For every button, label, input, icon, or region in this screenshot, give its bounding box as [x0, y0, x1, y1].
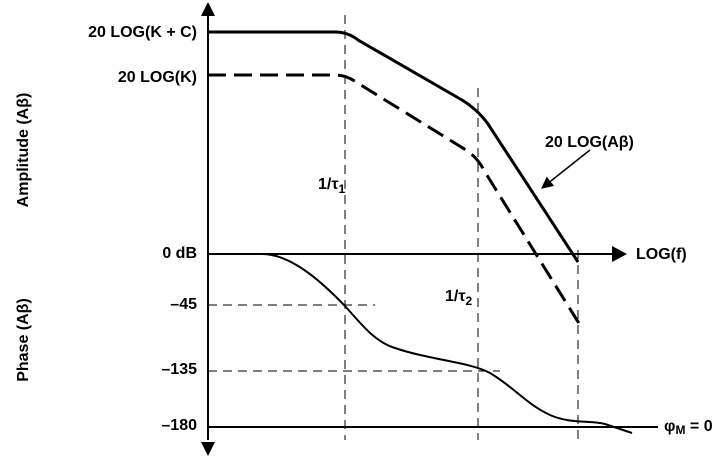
label: φM = 0	[664, 418, 713, 437]
arrowhead	[201, 2, 215, 16]
label-text: = 0	[685, 418, 712, 435]
amplitude-curve	[208, 30, 580, 263]
axis-title: Phase (Aβ)	[15, 298, 32, 382]
axes	[201, 2, 658, 456]
annotation-arrow	[541, 149, 591, 189]
label: 20 LOG(Aβ)	[545, 134, 634, 151]
label: 1/τ2	[445, 288, 472, 308]
label-sub: 1	[338, 182, 345, 196]
label-sub: 2	[465, 294, 472, 308]
label: 20 LOG(K + C)	[88, 24, 197, 41]
arrowhead	[201, 442, 215, 456]
label-text: 1/τ	[445, 288, 465, 305]
label: LOG(f)	[636, 246, 687, 263]
label-text: 1/τ	[318, 176, 338, 193]
open-loop-curve	[208, 73, 582, 326]
label: –135	[161, 361, 197, 378]
label: –45	[170, 296, 197, 313]
label: 1/τ1	[318, 176, 345, 196]
label-sub: M	[675, 423, 685, 437]
arrowhead	[612, 246, 627, 262]
phase-curve	[208, 253, 633, 434]
label: 0 dB	[162, 245, 197, 262]
guides	[208, 15, 579, 440]
label: 20 LOG(K)	[118, 69, 197, 86]
label-text: φ	[664, 418, 675, 435]
label: –180	[161, 417, 197, 434]
axis-title: Amplitude (Aβ)	[15, 93, 32, 208]
